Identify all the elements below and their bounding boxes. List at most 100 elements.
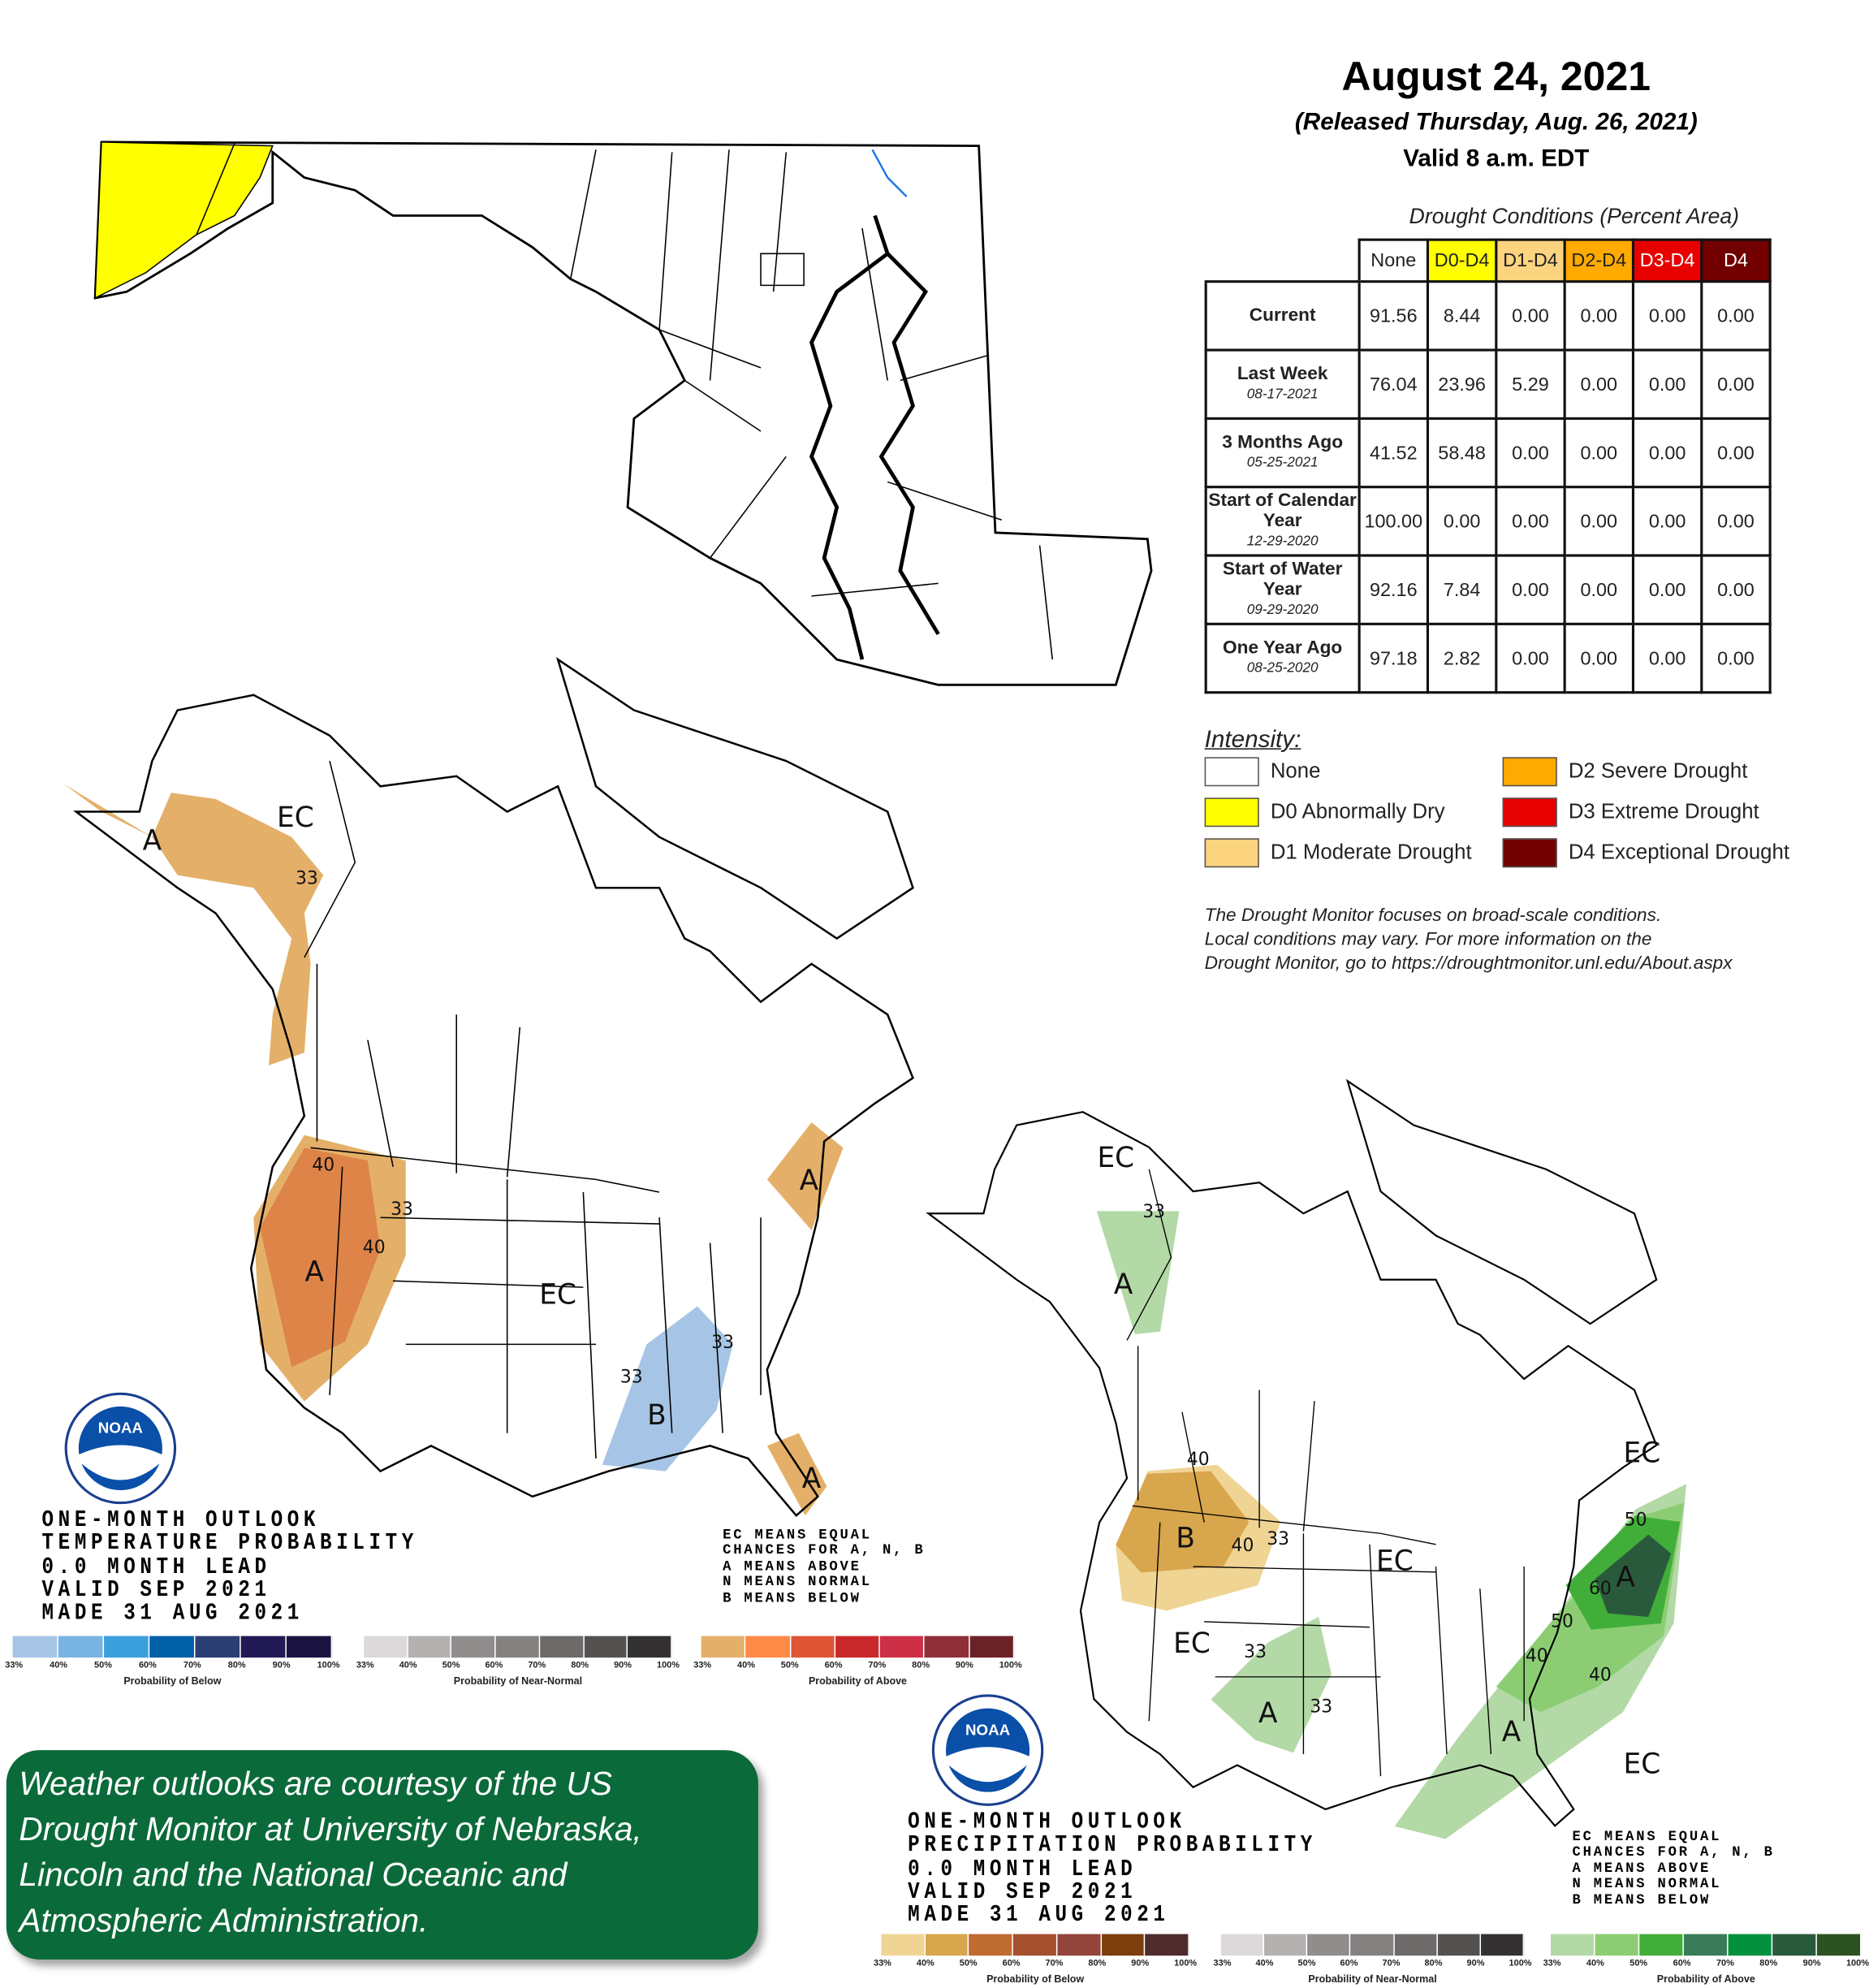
legend-swatch [1502,838,1557,868]
color-swatch [195,1636,241,1658]
color-swatch [1145,1934,1189,1956]
scale-tick-label: 100% [656,1661,680,1670]
note-line: Local conditions may vary. For more info… [1204,929,1652,950]
table-header-row: None D0-D4 D1-D4 D2-D4 D3-D4 D4 [1206,238,1772,283]
row-label: Last Week 08-17-2021 [1204,348,1361,420]
legend-item: D1 Moderate Drought [1204,838,1472,868]
map-contour-label: EC [1624,1748,1661,1780]
table-cell: 0.00 [1631,486,1703,557]
scale-tick-label: 40% [1255,1959,1274,1969]
color-swatch [451,1636,496,1658]
outlook-text-line: TEMPERATURE PROBABILITY [41,1529,418,1558]
color-swatch [495,1636,541,1658]
scale-tick-label: 33% [1213,1959,1232,1969]
table-cell: 8.44 [1426,280,1498,352]
map-contour-label: A [1616,1562,1635,1594]
drought-monitor-note: The Drought Monitor focuses on broad-sca… [1205,904,1801,976]
color-swatch [12,1636,58,1658]
table-caption: Drought Conditions (Percent Area) [1409,204,1739,229]
legend-label: D1 Moderate Drought [1270,841,1472,864]
map-contour-label: 40 [363,1238,386,1258]
table-cell: 0.00 [1700,348,1772,420]
scale-tick-label: 40% [916,1959,934,1969]
scale-tick-label: 50% [94,1661,112,1670]
color-swatch [969,1934,1014,1956]
map-contour-label: 50 [1625,1510,1647,1531]
scale-ticks: 33% 40% 50% 60% 70% 80% 90% 100% [693,1662,1021,1670]
scale-tick-label: 80% [1759,1959,1778,1969]
table-cell: 0.00 [1495,280,1566,352]
above-33-area [63,784,324,1065]
color-swatch [1013,1934,1058,1956]
color-swatch [1816,1934,1862,1956]
temperature-outlook-text: ONE-MONTH OUTLOOK TEMPERATURE PROBABILITY… [41,1508,418,1625]
row-label-text: One Year Ago [1223,637,1343,659]
credit-box: Weather outlooks are courtesy of the US … [6,1750,758,1960]
table-corner [1206,240,1360,283]
scale-ticks: 33% 40% 50% 60% 70% 80% 90% 100% [5,1662,339,1670]
row-label-text: Last Week [1237,364,1328,385]
table-row: 3 Months Ago 05-25-2021 41.52 58.48 0.00 0.00… [1204,417,1772,489]
color-swatch [1480,1934,1525,1956]
color-swatch [881,1934,926,1956]
legend-label: D3 Extreme Drought [1568,800,1759,823]
scale-tick-label: 60% [1002,1959,1021,1969]
scale-tick-label: 100% [317,1661,340,1670]
legend-label: D4 Exceptional Drought [1568,841,1789,864]
color-swatch [925,1636,970,1658]
scale-tick-label: 70% [1382,1959,1401,1969]
above-33-northwest-area [1096,1211,1180,1334]
color-swatch [745,1636,791,1658]
column-header: D2-D4 [1563,238,1635,283]
color-swatch [1101,1934,1146,1956]
outlook-text-line: B MEANS BELOW [1572,1893,1711,1908]
row-label-text: 3 Months Ago [1222,432,1344,453]
note-line: The Drought Monitor focuses on broad-sca… [1204,905,1662,927]
scale-title: Probability of Near-Normal [1308,1973,1437,1986]
table-cell: 0.00 [1700,622,1772,694]
map-contour-label: A [305,1255,325,1288]
map-contour-label: A [1114,1268,1133,1301]
table-cell: 23.96 [1426,348,1498,420]
table-cell: 0.00 [1631,622,1703,694]
color-swatch [540,1636,585,1658]
scale-tick-label: 50% [442,1661,460,1670]
table-cell: 100.00 [1358,486,1430,557]
release-date: (Released Thursday, Aug. 26, 2021) [1294,109,1698,136]
scale-tick-label: 70% [528,1661,546,1670]
outlook-text-line: VALID SEP 2021 [41,1575,271,1604]
row-label: One Year Ago 08-25-2020 [1204,622,1361,694]
table-cell: 0.00 [1563,280,1635,352]
table-cell: 7.84 [1426,554,1498,625]
map-contour-label: 40 [1589,1665,1612,1685]
outlook-text-line: MADE 31 AUG 2021 [908,1901,1170,1929]
table-cell: 0.00 [1563,554,1635,625]
probability-color-bar [364,1636,672,1658]
legend-swatch [1502,757,1557,787]
scale-title: Probability of Below [986,1973,1085,1986]
scale-tick-label: 60% [485,1661,503,1670]
color-swatch [104,1636,150,1658]
scale-ticks: 33% 40% 50% 60% 70% 80% 90% 100% [356,1662,680,1670]
table-row: Current 91.56 8.44 0.00 0.00 0.00 0.00 [1204,280,1772,352]
scale-ticks: 33% 40% 50% 60% 70% 80% 90% 100% [1214,1960,1532,1969]
color-swatch [1595,1934,1640,1956]
river [871,149,908,197]
scale-tick-label: 50% [1629,1959,1648,1969]
table-cell: 0.00 [1631,554,1703,625]
color-swatch [1307,1934,1351,1956]
color-swatch [969,1636,1015,1658]
credit-line: Lincoln and the National Oceanic and [19,1855,568,1894]
column-header: D4 [1700,238,1772,283]
scale-ticks: 33% 40% 50% 60% 70% 80% 90% 100% [1543,1960,1869,1969]
map-contour-label: EC [1097,1142,1134,1174]
scale-title: Probability of Above [1656,1973,1755,1986]
above-33-southwest-area [1211,1617,1332,1753]
table-cell: 0.00 [1631,280,1703,352]
color-swatch [1264,1934,1308,1956]
scale-tick-label: 90% [272,1661,291,1670]
maryland-drought-map [93,140,1153,686]
scale-tick-label: 70% [183,1661,201,1670]
chesapeake-bay [809,214,940,660]
